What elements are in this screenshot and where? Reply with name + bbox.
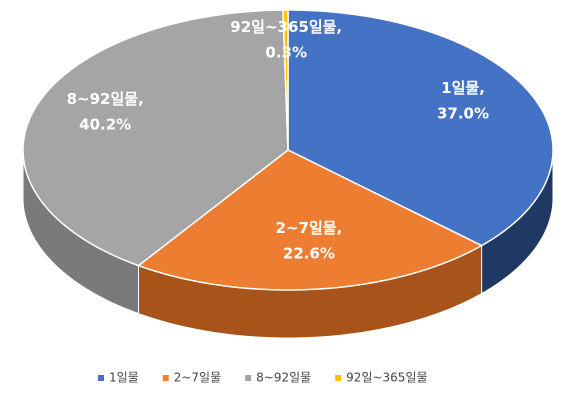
legend-swatch	[245, 375, 252, 381]
data-label: 8~92일물,	[67, 90, 144, 108]
data-label-value: 0.3%	[265, 44, 307, 62]
legend-swatch	[98, 375, 104, 381]
pie-slice	[282, 9, 289, 151]
data-label-value: 40.2%	[79, 116, 131, 134]
label-separator: ,	[479, 78, 485, 96]
pie-slice	[136, 149, 484, 291]
data-label-value: 22.6%	[283, 245, 335, 263]
legend-label: 8~92일물	[256, 371, 311, 385]
label-separator: ,	[336, 18, 342, 36]
data-label: 2~7일물,	[276, 219, 343, 237]
label-category: 8~92일물	[67, 90, 139, 108]
label-separator: ,	[138, 90, 144, 108]
legend-label: 1일물	[109, 371, 139, 385]
legend-label: 2~7일물	[174, 371, 221, 385]
label-category: 92일~365일물	[230, 18, 336, 36]
data-label: 1일물,	[441, 78, 485, 96]
label-separator: ,	[337, 219, 343, 237]
legend-label: 92일~365일물	[346, 371, 427, 385]
data-label-value: 37.0%	[437, 104, 489, 122]
label-category: 1일물	[441, 78, 479, 96]
pie-slice	[22, 9, 289, 267]
label-category: 2~7일물	[276, 219, 337, 237]
pie-slice	[287, 9, 554, 247]
data-label: 92일~365일물,	[230, 18, 342, 36]
legend-swatch	[335, 375, 342, 381]
legend-swatch	[162, 375, 169, 381]
